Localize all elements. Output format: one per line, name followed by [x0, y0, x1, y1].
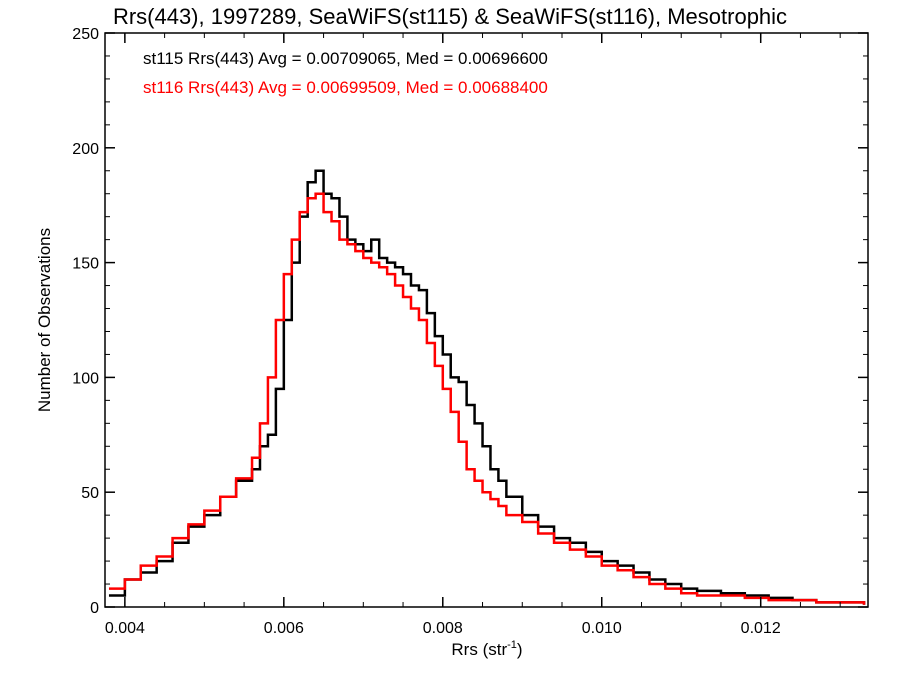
- series-st116-line: [108, 192, 866, 605]
- annotation-st115: st115 Rrs(443) Avg = 0.00709065, Med = 0…: [143, 49, 548, 68]
- y-tick-label: 0: [90, 600, 99, 617]
- series-st115-line: [108, 169, 866, 605]
- y-tick-label: 50: [81, 485, 99, 502]
- x-tick-label: 0.004: [105, 620, 145, 637]
- series-layer: [108, 169, 866, 605]
- plot-frame: [104, 32, 869, 608]
- x-tick-label: 0.008: [423, 620, 463, 637]
- x-axis-label-superscript: -1: [507, 639, 517, 651]
- x-axis-label: Rrs (str-1): [451, 639, 522, 659]
- annotation-st116: st116 Rrs(443) Avg = 0.00699509, Med = 0…: [143, 78, 548, 97]
- x-axis-label-main: Rrs (str: [451, 640, 507, 659]
- y-tick-label: 150: [72, 256, 99, 273]
- x-tick-label: 0.010: [582, 620, 622, 637]
- y-tick-label: 250: [72, 26, 99, 43]
- y-tick-label: 200: [72, 141, 99, 158]
- tick-layer: 0.004 0.006 0.008 0.010 0.012 0 50 100 150 200 250: [72, 26, 868, 637]
- x-tick-label: 0.012: [741, 620, 781, 637]
- y-tick-label: 100: [72, 370, 99, 387]
- x-axis-label-close: ): [517, 640, 523, 659]
- chart-title: Rrs(443), 1997289, SeaWiFS(st115) & SeaW…: [112, 4, 788, 29]
- y-axis-label: Number of Observations: [35, 228, 54, 412]
- x-tick-label: 0.006: [264, 620, 304, 637]
